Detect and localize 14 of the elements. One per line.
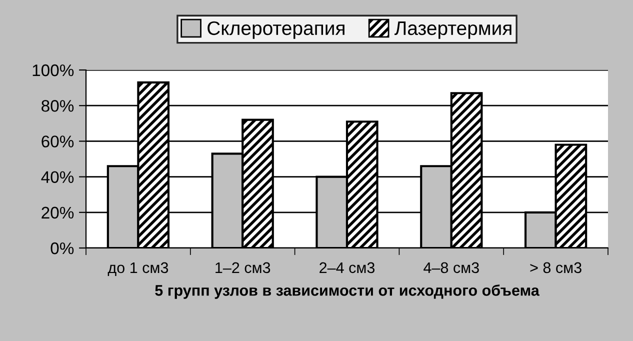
y-tick-label: 20% bbox=[42, 206, 74, 219]
y-tick-label: 80% bbox=[42, 100, 74, 112]
y-tick-label: 100% bbox=[32, 64, 74, 76]
y-tick-label: 40% bbox=[41, 171, 74, 184]
x-tick-label: до 1 см3 bbox=[108, 262, 168, 276]
x-tick-label: 4–8 см3 bbox=[424, 262, 479, 274]
x-tick-label: 1–2 см3 bbox=[216, 262, 270, 274]
x-tick-label: 2–4 см3 bbox=[320, 262, 375, 274]
y-tick-label: 0% bbox=[50, 242, 74, 254]
x-tick-label: > 8 см3 bbox=[530, 262, 582, 274]
x-axis-title: 5 групп узлов в зависимости от исходного объема bbox=[155, 284, 540, 299]
legend-label: Лазертермия bbox=[394, 22, 512, 39]
legend-label: Склеротерапия bbox=[208, 21, 344, 39]
y-tick-label: 60% bbox=[42, 136, 74, 148]
